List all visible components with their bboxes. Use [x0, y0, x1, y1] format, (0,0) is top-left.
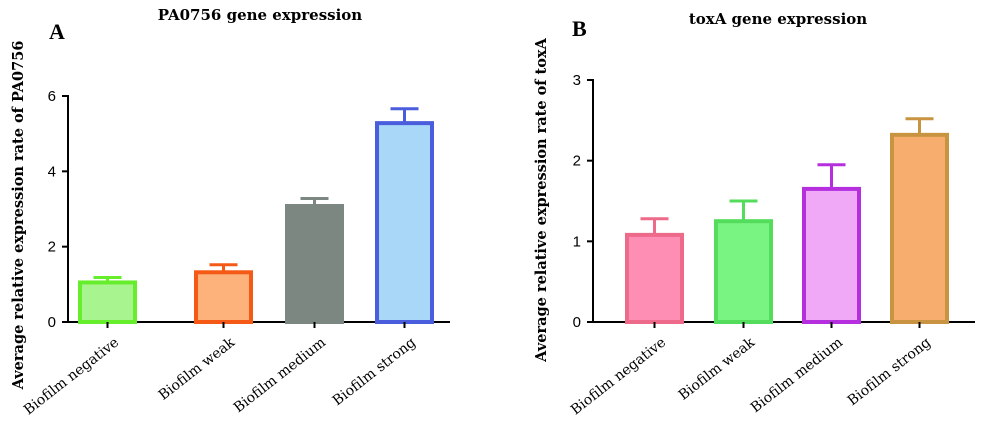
x-category-label: Biofilm strong [845, 335, 934, 410]
bar [714, 219, 773, 325]
y-tick-label: 3 [573, 72, 581, 89]
chart-title-a: PA0756 gene expression [158, 6, 363, 24]
chart-panel-a: A PA0756 gene expression Average relativ… [10, 6, 450, 418]
bar [78, 280, 137, 325]
bar [285, 203, 344, 324]
y-tick-label: 1 [573, 233, 581, 250]
bar [375, 121, 434, 325]
bar [194, 270, 253, 324]
x-category-label: Biofilm weak [676, 334, 759, 403]
bar [625, 232, 684, 325]
y-tick-label: 2 [48, 239, 56, 256]
bar [890, 132, 949, 324]
x-category-label: Biofilm medium [748, 335, 846, 417]
x-category-label: Biofilm medium [231, 335, 329, 417]
x-category-label: Biofilm strong [330, 335, 419, 410]
x-category-label: Biofilm negative [21, 335, 122, 419]
panel-letter-b: B [572, 16, 587, 41]
bar [802, 186, 861, 324]
chart-title-b: toxA gene expression [689, 10, 867, 28]
y-axis-label-a: Average relative expression rate of PA07… [10, 41, 27, 391]
x-category-label: Biofilm negative [568, 335, 669, 419]
x-category-label: Biofilm weak [156, 334, 239, 403]
chart-panel-b: B toxA gene expression Average relative … [533, 10, 975, 418]
y-tick-label: 2 [573, 153, 581, 170]
y-tick-label: 0 [48, 314, 56, 331]
y-axis-label-b: Average relative expression rate of toxA [533, 37, 550, 362]
y-tick-label: 0 [573, 314, 581, 331]
panel-letter-a: A [49, 19, 65, 44]
y-tick-label: 6 [48, 88, 56, 105]
y-tick-label: 4 [48, 163, 56, 180]
